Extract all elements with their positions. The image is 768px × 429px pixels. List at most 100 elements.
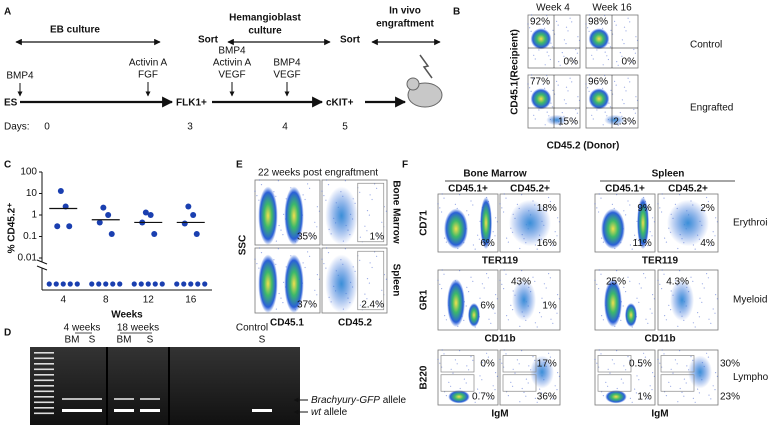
undetected-point xyxy=(110,281,116,287)
event-dot xyxy=(359,259,361,261)
event-dot xyxy=(652,294,654,296)
event-dot xyxy=(477,388,479,390)
event-dot xyxy=(665,319,668,321)
lineage-label: Erythroid xyxy=(733,218,768,229)
growth-factor: BMP4 xyxy=(218,46,246,57)
event-dot xyxy=(601,315,603,317)
cell-population xyxy=(667,199,709,247)
event-dot xyxy=(364,225,366,227)
stage-heading: Sort xyxy=(198,35,219,46)
event-dot xyxy=(697,312,699,314)
event-dot xyxy=(638,362,641,364)
event-dot xyxy=(661,349,663,351)
event-dot xyxy=(607,385,609,387)
event-dot xyxy=(459,387,461,390)
event-dot xyxy=(478,238,480,240)
event-dot xyxy=(325,267,327,269)
gel-divider xyxy=(106,347,108,425)
event-dot xyxy=(596,207,598,209)
band-label: wt allele xyxy=(311,407,348,418)
event-dot xyxy=(505,197,507,199)
event-dot xyxy=(615,84,617,86)
gate-percent: 2% xyxy=(700,203,715,214)
event-dot xyxy=(554,231,556,233)
axis-label: CD71 xyxy=(419,210,430,236)
event-dot xyxy=(692,280,694,282)
event-dot xyxy=(607,58,610,61)
event-dot xyxy=(592,58,594,60)
event-dot xyxy=(344,248,346,250)
data-point xyxy=(54,223,61,230)
growth-factor: BMP4 xyxy=(6,71,34,82)
event-dot xyxy=(634,234,636,236)
event-dot xyxy=(302,194,304,196)
mouse xyxy=(406,77,420,91)
gate-percent: 4.3% xyxy=(666,277,689,288)
event-dot xyxy=(465,382,467,384)
event-dot xyxy=(521,387,523,390)
lightning xyxy=(419,54,433,79)
undetected-point xyxy=(181,281,187,287)
event-dot xyxy=(591,54,593,56)
data-point xyxy=(151,231,158,238)
event-dot xyxy=(661,288,663,290)
event-dot xyxy=(529,27,531,29)
event-dot xyxy=(590,78,592,80)
event-dot xyxy=(679,350,681,352)
event-dot xyxy=(450,368,452,370)
event-dot xyxy=(605,381,607,383)
band-gene: Brachyury-GFP xyxy=(311,395,380,406)
event-dot xyxy=(318,278,320,280)
event-dot xyxy=(316,226,318,228)
axis-label: CD45.1(Recipient) xyxy=(510,29,521,115)
event-dot xyxy=(594,358,596,360)
event-dot xyxy=(716,375,719,377)
growth-factor: Activin A xyxy=(129,58,168,69)
event-dot xyxy=(554,385,556,387)
event-dot xyxy=(494,312,496,314)
gel-band xyxy=(62,409,82,412)
event-dot xyxy=(576,52,579,54)
event-dot xyxy=(323,263,325,265)
ladder-band xyxy=(34,412,54,415)
event-dot xyxy=(470,200,472,202)
event-dot xyxy=(534,118,536,120)
event-dot xyxy=(609,46,612,48)
event-dot xyxy=(378,305,380,307)
event-dot xyxy=(701,301,703,303)
event-dot xyxy=(621,55,623,57)
event-dot xyxy=(604,111,606,113)
event-dot xyxy=(532,276,534,278)
event-dot xyxy=(258,199,260,201)
event-dot xyxy=(631,401,633,403)
event-dot xyxy=(631,61,633,63)
event-dot xyxy=(369,194,371,196)
lane-label: S xyxy=(89,335,96,346)
event-dot xyxy=(326,179,328,181)
axis-break xyxy=(36,259,48,265)
event-dot xyxy=(611,359,614,361)
event-dot xyxy=(501,362,503,364)
event-dot xyxy=(710,245,712,247)
event-dot xyxy=(594,203,596,205)
event-dot xyxy=(679,387,681,390)
y-tick-label: 0.1 xyxy=(23,231,37,242)
event-dot xyxy=(627,276,629,278)
event-dot xyxy=(503,269,505,271)
growth-factor: VEGF xyxy=(273,70,300,81)
event-dot xyxy=(578,39,581,42)
event-dot xyxy=(309,232,311,234)
event-dot xyxy=(616,387,618,390)
event-dot xyxy=(634,388,636,390)
event-dot xyxy=(712,231,714,233)
gel-band xyxy=(140,409,160,412)
event-dot xyxy=(634,112,637,114)
gate-percent: 37% xyxy=(297,300,317,311)
event-dot xyxy=(625,214,627,216)
event-dot xyxy=(544,27,546,29)
event-dot xyxy=(576,112,579,114)
ladder-band xyxy=(34,374,54,376)
quadrant-percent: 77% xyxy=(530,77,550,88)
event-dot xyxy=(256,263,258,265)
